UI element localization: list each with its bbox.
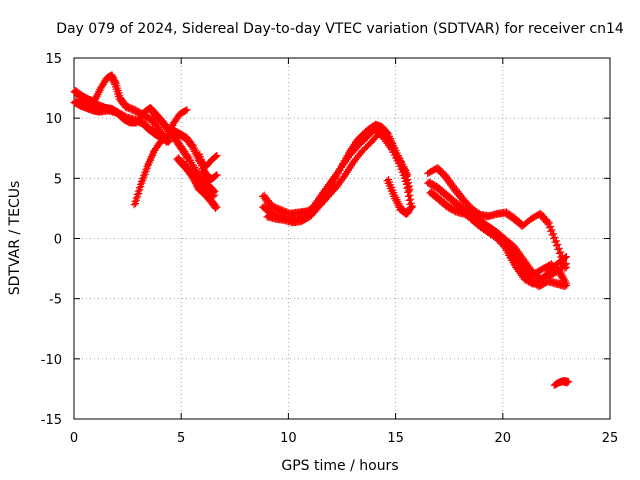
data-point — [561, 261, 569, 269]
data-point — [562, 281, 570, 289]
data-point — [561, 254, 569, 262]
data-point — [406, 185, 414, 193]
data-point — [563, 379, 571, 387]
data-point — [402, 169, 410, 177]
data-point — [140, 171, 148, 179]
axis-ticks — [73, 57, 611, 420]
x-tick-label: 20 — [495, 431, 512, 446]
series-trace-k — [263, 129, 414, 227]
data-point — [136, 180, 144, 188]
data-point — [407, 203, 415, 211]
data-point — [132, 194, 140, 202]
data-point — [141, 168, 149, 176]
x-tick-label: 0 — [70, 431, 78, 446]
data-point — [405, 179, 413, 187]
data-point — [403, 172, 411, 180]
data-point — [212, 204, 220, 212]
data-point — [213, 203, 221, 211]
y-tick-label: -15 — [41, 413, 62, 428]
y-tick-label: 10 — [45, 112, 62, 127]
data-point — [164, 138, 172, 146]
data-point — [138, 177, 146, 185]
data-point — [134, 187, 142, 195]
tick-labels: 0 5 10 15 20 25 -15 -10 -5 0 5 10 15 — [41, 52, 619, 446]
data-point — [142, 165, 150, 173]
data-point — [183, 106, 191, 114]
data-point — [211, 188, 219, 196]
y-tick-label: 0 — [54, 233, 62, 248]
x-tick-label: 5 — [177, 431, 185, 446]
chart-title: Day 079 of 2024, Sidereal Day-to-day VTE… — [56, 21, 624, 37]
data-point — [212, 172, 220, 180]
data-point — [209, 189, 217, 197]
series-trace-r — [550, 376, 573, 389]
data-point — [131, 197, 139, 205]
data-point — [406, 191, 414, 199]
data-point — [404, 186, 412, 194]
data-point — [213, 171, 221, 179]
series-trace-g — [177, 157, 221, 212]
y-tick-label: -10 — [41, 353, 62, 368]
data-point — [404, 176, 412, 184]
data-point — [139, 174, 147, 182]
x-tick-label: 15 — [387, 431, 404, 446]
series-trace-m — [424, 164, 570, 273]
y-tick-label: 5 — [54, 172, 62, 187]
y-tick-label: 15 — [45, 52, 62, 67]
x-tick-label: 25 — [602, 431, 619, 446]
y-tick-label: -5 — [49, 293, 62, 308]
data-point — [166, 137, 174, 145]
data-point — [562, 260, 570, 268]
data-point — [561, 283, 569, 291]
data-point — [405, 182, 413, 190]
series-trace-d — [130, 106, 191, 209]
series-trace-q — [503, 248, 570, 288]
data-point — [408, 202, 416, 210]
data-point — [407, 195, 415, 203]
data-point — [130, 201, 138, 209]
data-point — [212, 153, 220, 161]
data-points — [70, 71, 573, 389]
series-trace-l — [383, 176, 416, 218]
data-point — [133, 191, 141, 199]
y-axis-label: SDTVAR / TECUs — [7, 181, 23, 296]
data-point — [402, 166, 410, 174]
data-point — [135, 184, 143, 192]
data-point — [565, 378, 573, 386]
x-tick-label: 10 — [280, 431, 297, 446]
data-point — [213, 151, 221, 159]
data-point — [181, 107, 189, 115]
data-point — [562, 253, 570, 261]
series-trace-h — [194, 150, 221, 184]
x-axis-label: GPS time / hours — [281, 458, 398, 474]
